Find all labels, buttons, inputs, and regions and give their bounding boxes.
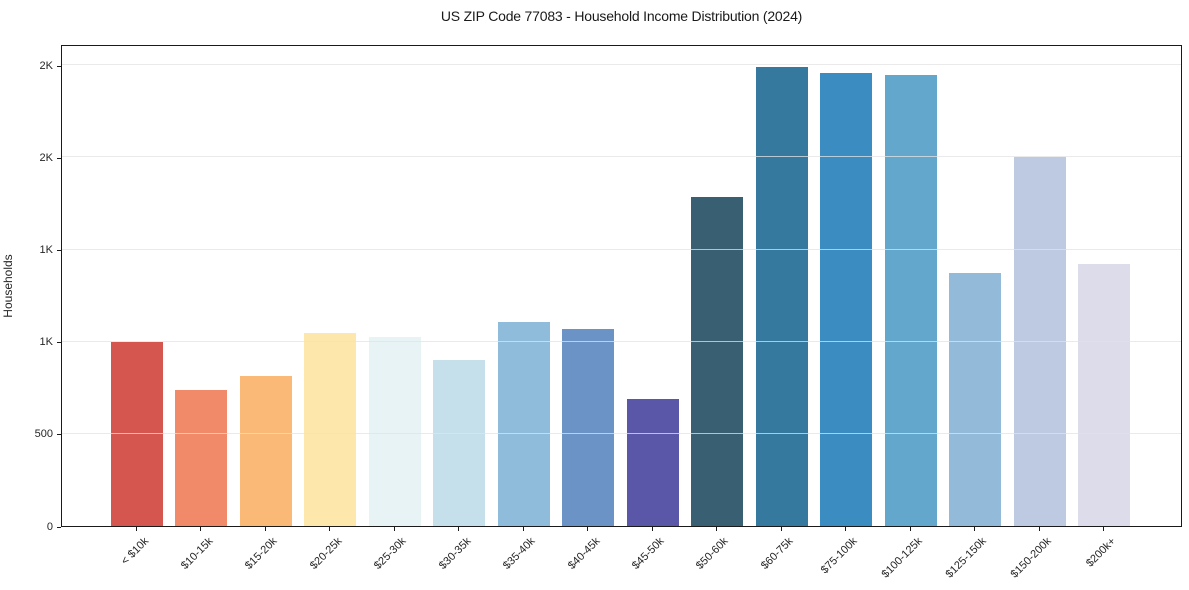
chart-title: US ZIP Code 77083 - Household Income Dis… <box>440 8 803 24</box>
bar-$10-15k <box>175 389 228 526</box>
y-tick-label: 1K <box>39 336 53 349</box>
x-tick-mark <box>522 527 524 531</box>
x-tick-label: $125-150k <box>943 535 989 581</box>
gridline <box>62 156 1181 158</box>
bar-$45-50k <box>626 398 679 526</box>
y-tick-label: 0 <box>46 520 53 533</box>
y-axis-title: Households <box>1 254 15 318</box>
gridline <box>62 248 1181 250</box>
y-tick-mark <box>57 342 61 344</box>
bar-$125-150k <box>949 272 1002 526</box>
y-tick-mark <box>57 434 61 436</box>
x-tick-label: < $10k <box>118 535 151 568</box>
y-tick-label: 2K <box>39 59 53 72</box>
x-tick-label: $15-20k <box>243 535 280 572</box>
gridline <box>62 432 1181 434</box>
y-tick-label: 1K <box>39 244 53 257</box>
bar-$25-30k <box>368 337 421 526</box>
bar-$30-35k <box>433 360 486 526</box>
bar-$75-100k <box>820 72 873 526</box>
x-tick-mark <box>136 527 137 531</box>
x-tick-label: $40-45k <box>565 535 603 572</box>
x-tick-label: $75-100k <box>818 535 860 577</box>
x-tick-mark <box>329 527 331 531</box>
y-tick-mark <box>57 526 61 528</box>
x-tick-mark <box>845 527 847 531</box>
x-tick-mark <box>200 527 202 531</box>
x-tick-mark <box>974 527 976 531</box>
x-tick-label: $200k+ <box>1083 535 1118 570</box>
x-tick-label: $60-75k <box>758 535 796 572</box>
x-tick-mark <box>264 527 266 531</box>
x-tick-label: $100-125k <box>879 535 925 581</box>
x-tick-label: $20-25k <box>307 535 345 572</box>
y-tick-label: 500 <box>34 428 53 441</box>
x-tick-label: $50-60k <box>694 535 731 572</box>
x-tick-mark <box>393 527 395 531</box>
x-tick-label: $10-15k <box>178 535 216 572</box>
x-tick-mark <box>716 527 718 531</box>
bar-$20-25k <box>304 333 357 526</box>
x-tick-label: $25-30k <box>372 535 409 572</box>
y-tick-mark <box>57 65 61 67</box>
plot-area <box>61 45 1182 527</box>
bar-$200k+ <box>1078 264 1130 526</box>
gridline <box>62 340 1181 342</box>
bar-$50-60k <box>691 197 744 526</box>
bar-$100-125k <box>884 75 937 526</box>
bar-< $10k <box>111 341 163 526</box>
x-tick-mark <box>458 527 460 531</box>
bar-$35-40k <box>497 322 550 526</box>
bar-$40-45k <box>562 328 615 526</box>
x-tick-mark <box>909 527 911 531</box>
x-tick-mark <box>1103 527 1104 531</box>
x-tick-mark <box>780 527 782 531</box>
x-tick-label: $45-50k <box>629 535 667 572</box>
x-tick-mark <box>651 527 653 531</box>
y-tick-mark <box>57 157 61 159</box>
y-tick-label: 2K <box>39 151 53 164</box>
x-tick-mark <box>587 527 589 531</box>
x-tick-mark <box>1038 527 1040 531</box>
bar-$15-20k <box>239 375 292 526</box>
x-tick-label: $30-35k <box>436 535 474 572</box>
x-tick-label: $150-200k <box>1008 535 1054 581</box>
bar-$60-75k <box>755 67 808 526</box>
y-tick-mark <box>57 250 61 252</box>
x-tick-label: $35-40k <box>500 535 538 572</box>
gridline <box>62 64 1181 66</box>
